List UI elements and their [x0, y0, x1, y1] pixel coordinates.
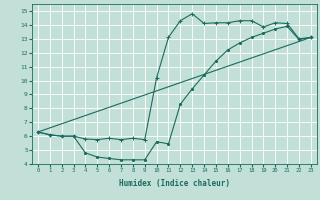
X-axis label: Humidex (Indice chaleur): Humidex (Indice chaleur)	[119, 179, 230, 188]
